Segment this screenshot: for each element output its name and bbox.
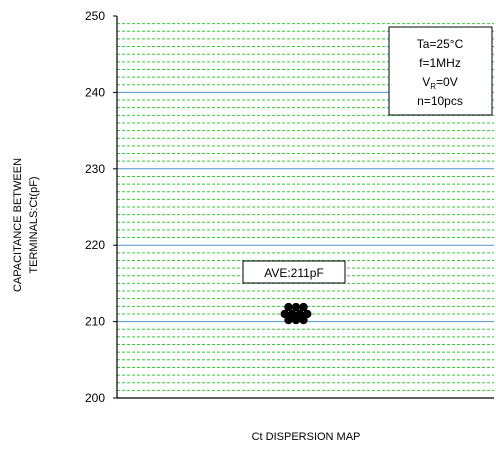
data-point bbox=[299, 315, 308, 325]
axes bbox=[116, 16, 494, 399]
y-axis-label-line-2: TERMINALS:Ct(pF) bbox=[28, 176, 40, 273]
y-tick-label: 210 bbox=[85, 315, 105, 329]
condition-vr-main: V bbox=[422, 75, 430, 89]
conditions-legend: Ta=25°C f=1MHz VR=0V n=10pcs bbox=[388, 26, 493, 116]
condition-n: n=10pcs bbox=[417, 94, 463, 108]
average-label: AVE:211pF bbox=[264, 266, 324, 280]
condition-vr-sub: R bbox=[430, 82, 436, 91]
average-annotation: AVE:211pF bbox=[242, 260, 346, 284]
data-points bbox=[280, 302, 312, 325]
data-point bbox=[280, 309, 289, 319]
condition-vr: VR=0V bbox=[422, 75, 457, 91]
y-axis-label-line-1: CAPACITANCE BETWEEN bbox=[12, 158, 24, 292]
data-point bbox=[284, 302, 293, 312]
y-axis-label: CAPACITANCE BETWEEN TERMINALS:Ct(pF) bbox=[12, 158, 40, 292]
y-tick-label: 230 bbox=[85, 162, 105, 176]
y-tick-label: 200 bbox=[85, 391, 105, 405]
minor-gridlines bbox=[117, 23, 494, 391]
y-tick-label: 220 bbox=[85, 238, 105, 252]
y-tick-label: 240 bbox=[85, 85, 105, 99]
data-point bbox=[291, 302, 301, 312]
average-box bbox=[242, 260, 346, 284]
y-tick-label: 250 bbox=[85, 9, 105, 23]
data-point bbox=[303, 309, 312, 319]
x-axis-label: Ct DISPERSION MAP bbox=[252, 431, 361, 443]
condition-ta: Ta=25°C bbox=[417, 37, 464, 51]
y-tick-labels: 200 210 220 230 240 250 bbox=[85, 9, 117, 405]
data-point bbox=[284, 315, 293, 325]
data-point bbox=[291, 315, 301, 325]
condition-vr-value: =0V bbox=[436, 75, 458, 89]
condition-f: f=1MHz bbox=[419, 56, 461, 70]
data-point bbox=[295, 309, 304, 319]
data-point bbox=[299, 302, 308, 312]
conditions-box bbox=[388, 26, 493, 116]
data-point bbox=[288, 309, 297, 319]
